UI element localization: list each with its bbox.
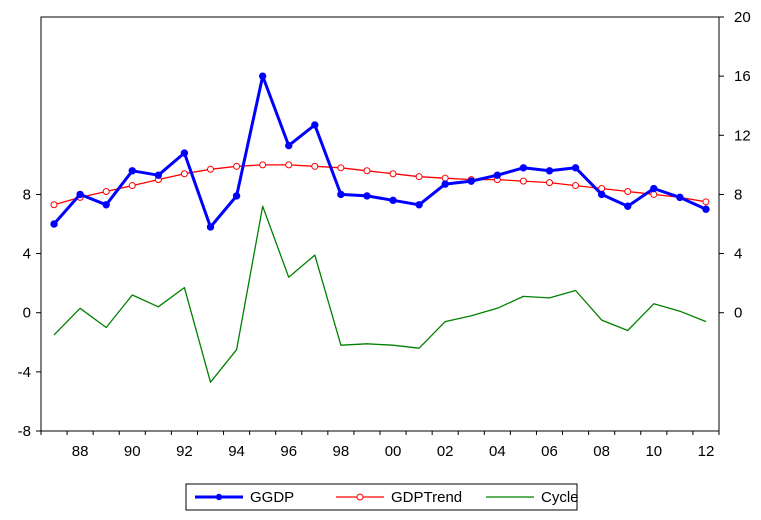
data-point-gdptrend: [128, 182, 136, 190]
legend-label-ggdp: GGDP: [250, 489, 294, 506]
data-point-gdptrend: [624, 187, 632, 195]
x-tick-label: 88: [72, 443, 89, 460]
series-line-cycle: [53, 205, 707, 383]
data-point-ggdp: [597, 190, 606, 199]
legend-label-gdptrend: GDPTrend: [391, 489, 462, 506]
data-point-ggdp: [206, 223, 215, 231]
x-tick-label: 92: [176, 443, 193, 460]
data-point-ggdp: [232, 192, 241, 200]
data-point-gdptrend: [650, 190, 658, 198]
left-y-axis: 8 4 0 -4 -8: [18, 186, 41, 440]
data-point-gdptrend: [311, 162, 319, 170]
data-point-gdptrend: [441, 174, 449, 182]
data-point-ggdp: [128, 167, 136, 175]
data-point-ggdp: [467, 177, 475, 185]
x-tick-label: 90: [124, 443, 141, 460]
data-point-ggdp: [519, 164, 528, 172]
data-point-gdptrend: [702, 198, 710, 206]
right-tick-label: 16: [734, 68, 751, 85]
data-point-ggdp: [441, 180, 449, 188]
data-point-ggdp: [102, 201, 110, 209]
data-point-gdptrend: [337, 164, 345, 172]
data-point-gdptrend: [572, 182, 580, 190]
data-point-ggdp: [285, 141, 293, 150]
data-point-ggdp: [311, 121, 319, 129]
data-point-gdptrend: [233, 162, 241, 170]
data-point-ggdp: [493, 171, 502, 179]
x-tick-label: 04: [489, 443, 506, 460]
x-axis: 88 90 92 94 96 98 00 02 04 06 08 10 12: [40, 431, 720, 460]
left-tick-label: 4: [23, 246, 31, 263]
data-point-gdptrend: [389, 170, 397, 178]
x-tick-label: 96: [280, 443, 297, 460]
data-point-gdptrend: [50, 201, 58, 209]
data-point-gdptrend: [546, 179, 553, 187]
series-layer: [50, 72, 710, 383]
data-point-gdptrend: [519, 177, 527, 185]
data-point-ggdp: [545, 167, 554, 175]
x-tick-label: 98: [333, 443, 350, 460]
right-tick-label: 20: [734, 9, 751, 26]
data-point-ggdp: [415, 201, 423, 209]
x-tick-label: 00: [385, 443, 402, 460]
x-tick-label: 12: [698, 443, 715, 460]
data-point-ggdp: [571, 164, 580, 172]
right-tick-label: 12: [734, 127, 751, 144]
data-point-ggdp: [50, 220, 58, 228]
x-tick-label: 06: [541, 443, 558, 460]
legend-label-cycle: Cycle: [541, 489, 579, 506]
data-point-ggdp: [258, 72, 267, 80]
legend-marker-gdptrend: [356, 493, 364, 501]
data-point-ggdp: [676, 193, 684, 202]
data-point-gdptrend: [415, 173, 423, 181]
series-line-ggdp: [52, 74, 707, 229]
left-tick-label: -8: [18, 423, 31, 440]
data-point-gdptrend: [363, 167, 371, 175]
data-point-ggdp: [624, 202, 632, 210]
data-point-ggdp: [76, 190, 84, 199]
right-y-axis: 20 16 12 8 4 0: [719, 9, 751, 322]
legend: GGDP GDPTrend Cycle: [185, 483, 579, 511]
x-tick-label: 08: [593, 443, 610, 460]
data-point-ggdp: [389, 196, 397, 205]
x-tick-label: 10: [645, 443, 662, 460]
plot-frame: [40, 16, 720, 432]
x-tick-label: 02: [437, 443, 454, 460]
data-point-ggdp: [180, 149, 189, 157]
data-point-ggdp: [363, 192, 371, 200]
x-tick-label: 94: [228, 443, 245, 460]
data-point-ggdp: [154, 171, 163, 179]
left-tick-label: 0: [23, 305, 31, 322]
data-point-gdptrend: [180, 170, 188, 178]
legend-marker-ggdp: [215, 493, 223, 501]
data-point-ggdp: [337, 190, 345, 199]
left-tick-label: 8: [23, 186, 31, 203]
data-point-ggdp: [702, 205, 710, 213]
data-point-gdptrend: [259, 161, 267, 169]
right-tick-label: 8: [734, 186, 742, 203]
right-tick-label: 0: [734, 305, 742, 322]
data-point-gdptrend: [285, 161, 293, 169]
right-tick-label: 4: [734, 246, 742, 263]
left-tick-label: -4: [18, 364, 31, 381]
data-point-gdptrend: [102, 187, 110, 195]
data-point-gdptrend: [207, 165, 214, 173]
data-point-ggdp: [650, 184, 658, 193]
